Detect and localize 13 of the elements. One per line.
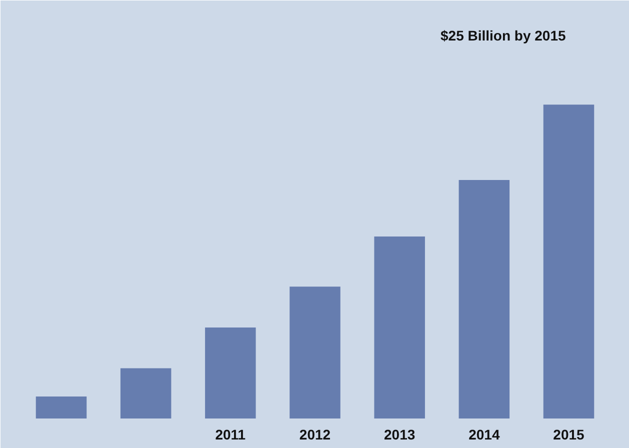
bar [290,286,340,418]
text: $25 Billion by 2015 [440,28,566,44]
x-tick-label: 2014 [468,426,500,442]
bar [120,368,172,418]
bar [458,180,510,418]
x-tick-label: 2013 [384,426,416,442]
bar [36,396,87,418]
x-tick-label: 2011 [215,426,246,442]
x-tick-label: 2015 [553,426,585,442]
bar [374,236,425,418]
bar [543,104,594,418]
bar [205,327,256,418]
x-tick-label: 2012 [299,426,331,442]
